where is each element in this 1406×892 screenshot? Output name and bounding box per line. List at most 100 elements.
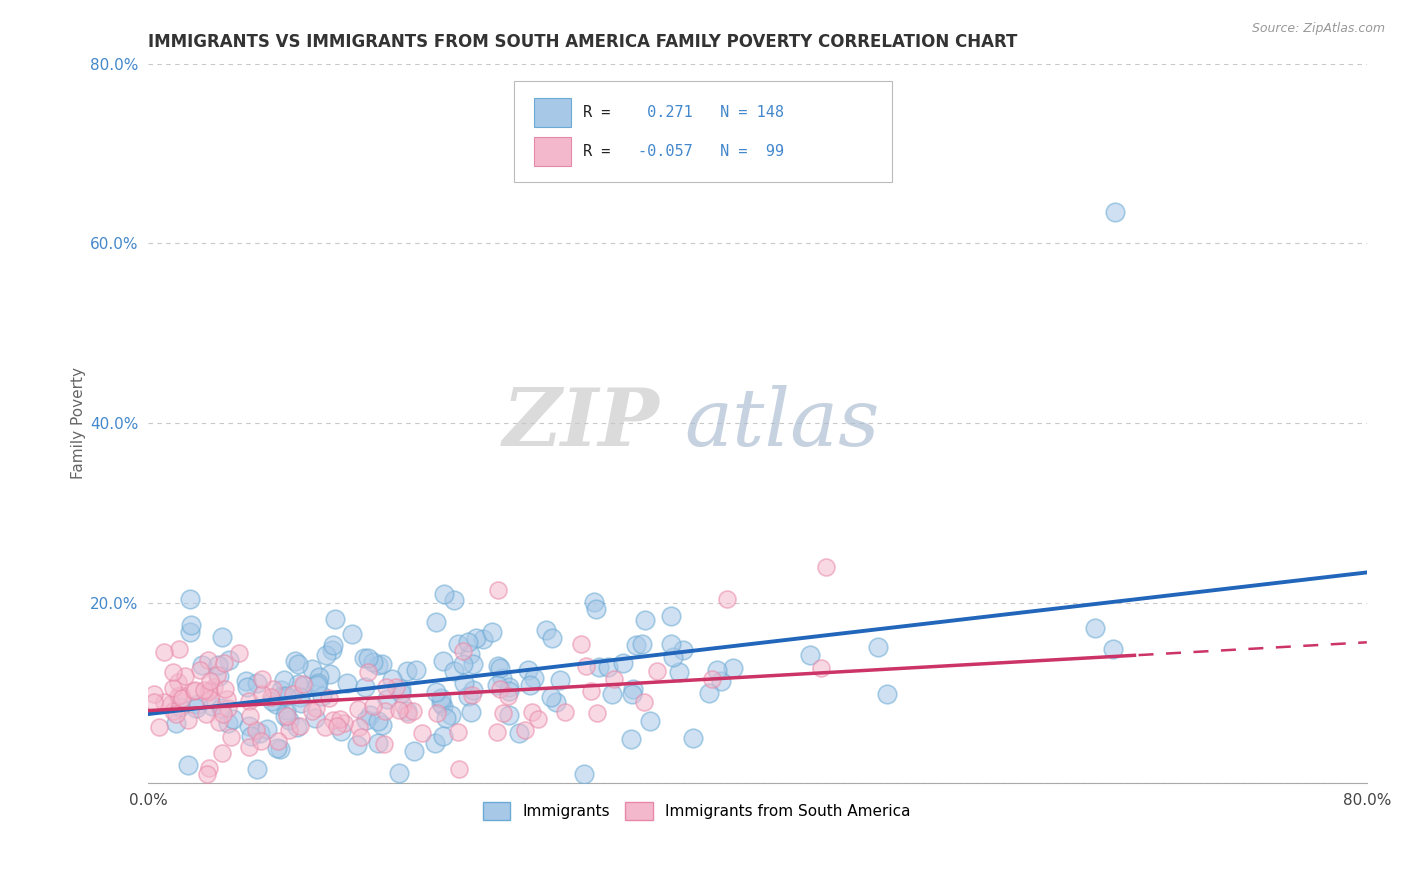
Point bbox=[239, 709, 262, 723]
Point bbox=[367, 658, 389, 673]
Point bbox=[211, 747, 233, 761]
Point bbox=[287, 720, 309, 734]
Point bbox=[485, 724, 508, 739]
Point bbox=[197, 684, 219, 698]
Point bbox=[491, 706, 513, 720]
Point bbox=[668, 665, 690, 679]
Point bbox=[440, 708, 463, 723]
Point bbox=[443, 665, 465, 679]
Point bbox=[375, 680, 398, 694]
Point bbox=[640, 714, 662, 728]
Point bbox=[238, 718, 260, 732]
Point bbox=[460, 705, 482, 719]
Point bbox=[486, 659, 509, 673]
Point bbox=[276, 708, 298, 723]
Point bbox=[810, 661, 832, 675]
Point bbox=[236, 680, 259, 694]
Text: ZIP: ZIP bbox=[503, 384, 659, 462]
Point bbox=[498, 684, 520, 698]
Point bbox=[513, 723, 536, 737]
Point bbox=[425, 685, 447, 699]
Point bbox=[238, 694, 260, 708]
Point bbox=[375, 692, 398, 706]
Point bbox=[256, 722, 278, 736]
Point bbox=[207, 658, 229, 673]
Point bbox=[301, 705, 323, 719]
Text: R =: R = bbox=[583, 144, 610, 159]
Point bbox=[165, 706, 187, 721]
Point bbox=[710, 673, 733, 688]
Point bbox=[371, 718, 394, 732]
Point bbox=[322, 714, 344, 728]
Point bbox=[148, 720, 170, 734]
Point bbox=[706, 663, 728, 677]
Point bbox=[662, 649, 685, 664]
Point bbox=[177, 758, 200, 772]
Point bbox=[318, 690, 340, 705]
Point bbox=[488, 582, 510, 597]
Point bbox=[162, 681, 184, 695]
Text: -0.057   N =  99: -0.057 N = 99 bbox=[638, 144, 785, 159]
Point bbox=[659, 609, 682, 624]
Point bbox=[546, 695, 568, 709]
Point bbox=[249, 725, 271, 739]
Point bbox=[353, 651, 375, 665]
Point bbox=[392, 698, 415, 712]
Point bbox=[432, 698, 454, 713]
Point bbox=[347, 720, 370, 734]
Point bbox=[453, 676, 475, 690]
Point bbox=[301, 662, 323, 676]
Point bbox=[208, 668, 231, 682]
Point bbox=[311, 690, 333, 704]
Point bbox=[260, 690, 283, 705]
Point bbox=[457, 635, 479, 649]
Point bbox=[167, 642, 190, 657]
Point bbox=[702, 672, 724, 686]
Point bbox=[367, 736, 389, 750]
Point bbox=[612, 657, 634, 671]
Point bbox=[239, 729, 262, 743]
Point bbox=[586, 706, 609, 720]
Point bbox=[252, 672, 274, 686]
Point bbox=[389, 682, 412, 697]
Text: R =: R = bbox=[583, 105, 610, 120]
Point bbox=[250, 687, 273, 701]
Legend: Immigrants, Immigrants from South America: Immigrants, Immigrants from South Americ… bbox=[477, 796, 917, 826]
Point bbox=[672, 643, 695, 657]
Point bbox=[381, 673, 404, 687]
Point bbox=[496, 689, 519, 703]
Point bbox=[453, 644, 475, 658]
Point bbox=[485, 678, 508, 692]
Point bbox=[246, 762, 269, 776]
Point bbox=[222, 712, 245, 726]
Point bbox=[402, 704, 425, 718]
Point bbox=[374, 704, 396, 718]
Point bbox=[277, 723, 299, 738]
Point bbox=[451, 657, 474, 672]
Point bbox=[281, 687, 304, 701]
Text: Source: ZipAtlas.com: Source: ZipAtlas.com bbox=[1251, 22, 1385, 36]
Point bbox=[270, 683, 292, 698]
Point bbox=[184, 701, 207, 715]
Point bbox=[526, 712, 548, 726]
Point bbox=[321, 643, 343, 657]
Point bbox=[621, 681, 644, 696]
Point bbox=[620, 732, 643, 747]
Point bbox=[371, 657, 394, 671]
Point bbox=[172, 691, 194, 706]
Point bbox=[169, 700, 191, 714]
Point bbox=[498, 680, 520, 694]
Bar bbox=[534, 98, 571, 127]
Point bbox=[217, 715, 239, 730]
Point bbox=[866, 640, 889, 654]
Point bbox=[388, 765, 411, 780]
Point bbox=[180, 618, 202, 632]
Point bbox=[214, 682, 236, 697]
Point bbox=[202, 681, 225, 695]
Point bbox=[554, 705, 576, 719]
Point bbox=[385, 681, 408, 695]
Point bbox=[307, 676, 329, 690]
Point bbox=[630, 637, 652, 651]
Point bbox=[276, 703, 298, 717]
Point bbox=[430, 690, 453, 705]
